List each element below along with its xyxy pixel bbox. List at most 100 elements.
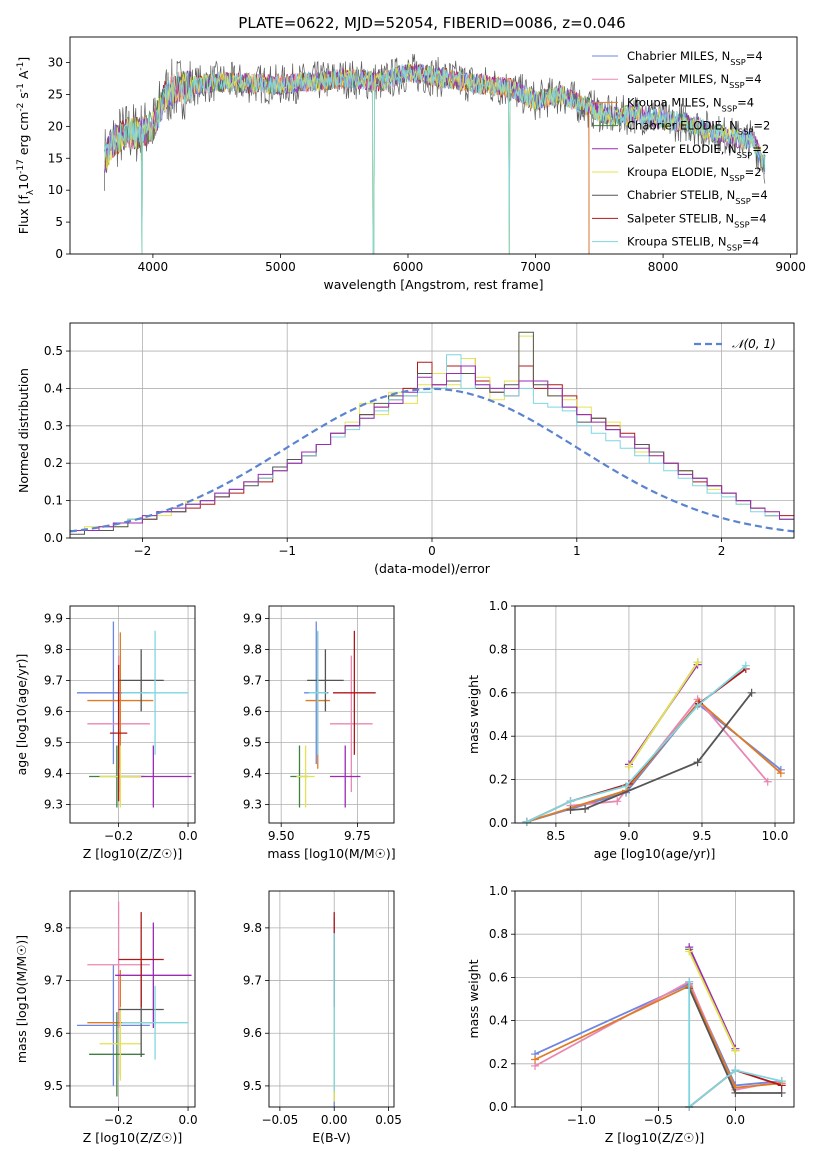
x-axis-label: (data-model)/error <box>374 561 491 576</box>
weight-point <box>522 817 531 826</box>
y-tick-label: 9.5 <box>243 735 262 749</box>
x-tick-label: 9.50 <box>268 829 295 843</box>
frame-mass_vs_Z <box>69 890 196 1108</box>
frame-massweight_vs_Z <box>514 890 795 1108</box>
x-tick-label: 9.0 <box>619 829 638 843</box>
x-axis-label: E(B-V) <box>312 1130 351 1145</box>
x-tick-label: 5000 <box>265 260 296 274</box>
y-tick-label: 9.8 <box>243 921 262 935</box>
axes-spectrum: 4000 5000 6000 7000 8000 9000 0 5 10 15 20 25 30 <box>48 56 806 274</box>
x-tick-label: 9000 <box>775 260 806 274</box>
x-axis-label: mass [log10(M/M☉)] <box>267 846 395 861</box>
x-axis-label: Z [log10(Z/Z☉)] <box>83 846 183 861</box>
y-tick-label: 0.0 <box>489 816 508 830</box>
legend-label: Salpeter MILES, NSSP=4 <box>627 72 762 90</box>
y-tick-label: 15 <box>48 151 63 165</box>
weight-point <box>566 797 575 806</box>
y-tick-label: 0.5 <box>44 344 63 358</box>
weight-point <box>763 777 772 786</box>
x-tick-label: −0.5 <box>644 1113 673 1127</box>
figure-title: PLATE=0622, MJD=52054, FIBERID=0086, z=0… <box>238 14 625 32</box>
y-tick-label: 0.2 <box>44 456 63 470</box>
spectrum-line <box>104 64 766 255</box>
axes-age_vs_Z: −0.2 0.0 9.3 9.4 9.5 9.6 9.7 9.8 9.9 <box>44 606 198 843</box>
weight-point <box>613 797 622 806</box>
y-tick-label: 0 <box>55 247 63 261</box>
spectrum-line <box>104 64 766 255</box>
y-tick-label: 10 <box>48 183 63 197</box>
x-tick-label: 0.0 <box>179 829 198 843</box>
x-tick-label: 0.0 <box>726 1113 745 1127</box>
x-tick-label: −0.2 <box>104 1113 133 1127</box>
spectrum-legend <box>592 55 618 243</box>
spectrum-frame <box>69 36 798 255</box>
weight-point <box>741 661 750 670</box>
y-tick-label: 9.8 <box>44 921 63 935</box>
x-tick-label: 6000 <box>393 260 424 274</box>
weight-point <box>581 804 590 813</box>
x-tick-label: −1 <box>278 544 296 558</box>
x-tick-label: 2 <box>718 544 726 558</box>
errorbars-age_vs_mass <box>290 621 376 808</box>
weight-line <box>628 661 699 768</box>
histogram-series <box>70 365 794 531</box>
y-axis-label: Normed distribution <box>16 368 31 493</box>
weight-point <box>622 782 631 791</box>
weight-point <box>731 1046 740 1055</box>
weight-point <box>693 758 702 767</box>
y-tick-label: 0.6 <box>489 686 508 700</box>
y-tick-label: 1.0 <box>489 884 508 898</box>
legend-label: Chabrier ELODIE, NSSP=2 <box>627 119 770 137</box>
weight-point <box>624 762 633 771</box>
x-tick-label: 8.5 <box>546 829 565 843</box>
frame-age_vs_Z <box>69 605 196 824</box>
weight-point <box>777 1077 786 1086</box>
weight-line <box>688 981 782 1109</box>
weight-line <box>534 984 782 1089</box>
frame-mass_vs_ebv <box>268 890 395 1108</box>
x-tick-label: 8000 <box>648 260 679 274</box>
y-tick-label: 0.4 <box>489 729 508 743</box>
weight-line <box>526 668 747 823</box>
y-tick-label: 0.4 <box>489 1014 508 1028</box>
y-tick-label: 25 <box>48 87 63 101</box>
y-tick-label: 9.5 <box>44 1079 63 1093</box>
legend-label: Salpeter STELIB, NSSP=4 <box>627 211 767 229</box>
x-axis-label: wavelength [Angstrom, rest frame] <box>323 277 543 292</box>
y-tick-label: 9.6 <box>44 704 63 718</box>
histogram-steps <box>70 331 794 535</box>
weight-point <box>685 947 694 956</box>
spectrum-lines <box>104 53 766 255</box>
legend-label: Salpeter ELODIE, NSSP=2 <box>627 142 769 160</box>
y-tick-label: 0.0 <box>489 1100 508 1114</box>
y-tick-label: 9.7 <box>243 673 262 687</box>
legend-label: Kroupa MILES, NSSP=4 <box>627 95 754 113</box>
errorbars-age_vs_Z <box>76 621 192 808</box>
x-axis-label: Z [log10(Z/Z☉)] <box>83 1130 183 1145</box>
legend-label: Kroupa ELODIE, NSSP=2 <box>627 165 762 183</box>
x-tick-label: 9.75 <box>344 829 371 843</box>
y-tick-label: 0.6 <box>489 970 508 984</box>
weight-point <box>731 1088 740 1097</box>
x-tick-label: 0.05 <box>375 1113 402 1127</box>
x-tick-label: 0.0 <box>179 1113 198 1127</box>
weight-point <box>693 701 702 710</box>
y-axis-label: Flux [fλ10-17 erg cm-2 s-1 A-1] <box>16 57 36 235</box>
x-tick-label: 10.0 <box>762 829 789 843</box>
weight-point <box>777 1088 786 1097</box>
y-tick-label: 9.6 <box>243 1026 262 1040</box>
frame-age_vs_mass <box>268 605 395 824</box>
frame-massweight_vs_age <box>514 605 795 824</box>
y-tick-label: 0.2 <box>489 1057 508 1071</box>
y-tick-label: 9.3 <box>243 797 262 811</box>
x-axis-label: age [log10(age/yr)] <box>594 846 716 861</box>
y-tick-label: 9.9 <box>44 611 63 625</box>
legend-label: Chabrier STELIB, NSSP=4 <box>627 188 768 206</box>
gaussian-curve <box>69 387 795 533</box>
y-tick-label: 0.8 <box>489 642 508 656</box>
weight-line <box>688 946 737 1050</box>
weight-point <box>693 658 702 667</box>
weight-line <box>570 697 769 807</box>
y-tick-label: 0.3 <box>44 419 63 433</box>
x-tick-label: 4000 <box>138 260 169 274</box>
